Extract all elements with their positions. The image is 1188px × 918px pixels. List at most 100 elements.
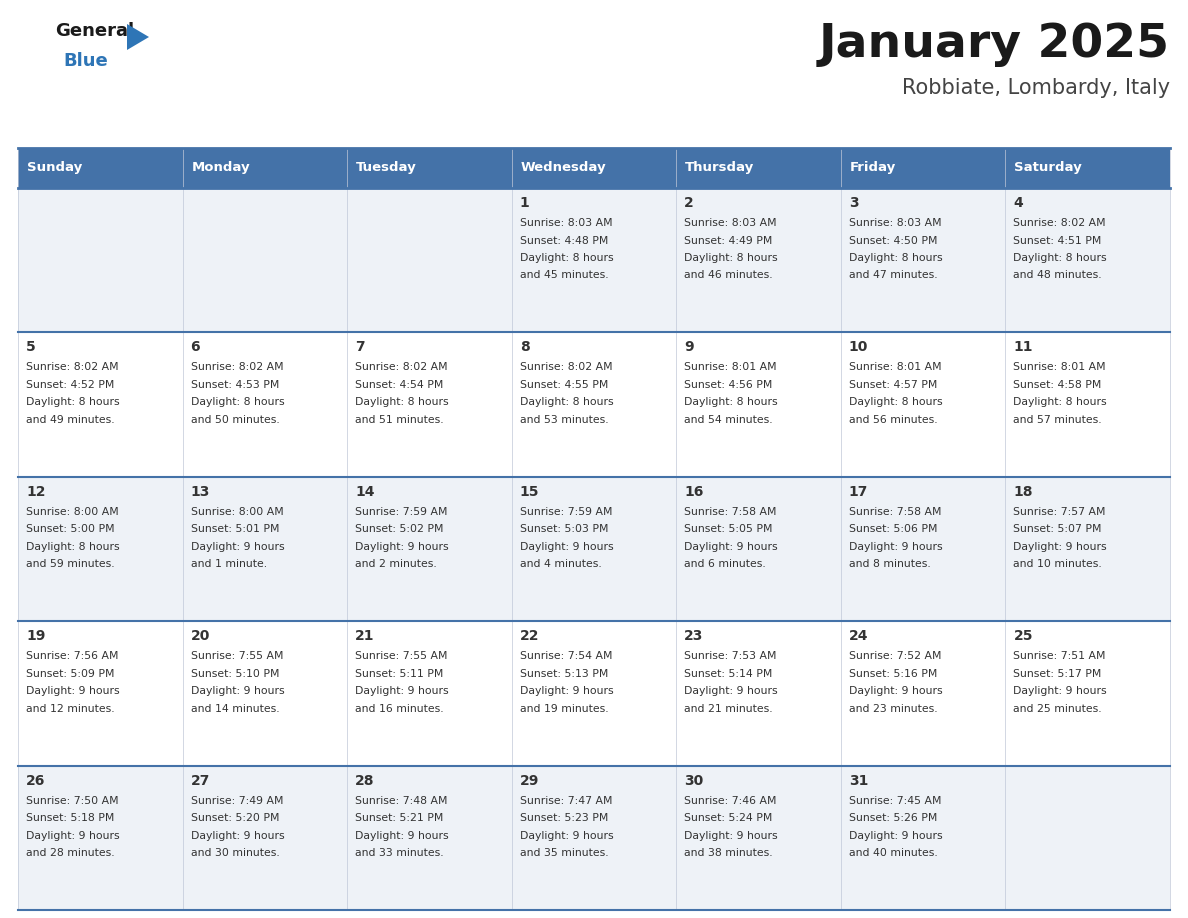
Text: 21: 21 [355, 629, 374, 644]
Bar [1005, 148, 1170, 188]
Text: Sunset: 5:06 PM: Sunset: 5:06 PM [849, 524, 937, 534]
Text: Sunset: 4:53 PM: Sunset: 4:53 PM [190, 380, 279, 390]
Text: and 35 minutes.: and 35 minutes. [519, 848, 608, 858]
Text: and 59 minutes.: and 59 minutes. [26, 559, 114, 569]
Text: Sunset: 4:48 PM: Sunset: 4:48 PM [519, 236, 608, 245]
Text: and 40 minutes.: and 40 minutes. [849, 848, 937, 858]
Text: and 25 minutes.: and 25 minutes. [1013, 704, 1102, 713]
Text: Sunset: 4:58 PM: Sunset: 4:58 PM [1013, 380, 1101, 390]
Text: Sunset: 5:20 PM: Sunset: 5:20 PM [190, 813, 279, 823]
Text: and 54 minutes.: and 54 minutes. [684, 415, 773, 425]
Text: and 50 minutes.: and 50 minutes. [190, 415, 279, 425]
Text: Daylight: 8 hours: Daylight: 8 hours [190, 397, 284, 408]
Text: 14: 14 [355, 485, 374, 498]
Text: 15: 15 [519, 485, 539, 498]
Text: January 2025: January 2025 [819, 22, 1170, 67]
Bar [676, 148, 841, 188]
Text: and 16 minutes.: and 16 minutes. [355, 704, 444, 713]
Bar [183, 148, 347, 188]
Text: Sunrise: 7:57 AM: Sunrise: 7:57 AM [1013, 507, 1106, 517]
Text: and 47 minutes.: and 47 minutes. [849, 271, 937, 281]
Text: Monday: Monday [191, 162, 251, 174]
Text: Sunset: 4:57 PM: Sunset: 4:57 PM [849, 380, 937, 390]
Text: Sunset: 5:07 PM: Sunset: 5:07 PM [1013, 524, 1102, 534]
Text: 25: 25 [1013, 629, 1032, 644]
Text: Sunrise: 8:03 AM: Sunrise: 8:03 AM [849, 218, 941, 228]
Text: Sunrise: 7:46 AM: Sunrise: 7:46 AM [684, 796, 777, 806]
Text: Daylight: 8 hours: Daylight: 8 hours [26, 542, 120, 552]
Text: Sunrise: 7:53 AM: Sunrise: 7:53 AM [684, 651, 777, 661]
Text: Sunrise: 8:01 AM: Sunrise: 8:01 AM [684, 363, 777, 373]
Bar [841, 148, 1005, 188]
Text: Sunset: 5:16 PM: Sunset: 5:16 PM [849, 668, 937, 678]
Text: 31: 31 [849, 774, 868, 788]
Text: Friday: Friday [849, 162, 896, 174]
Text: Sunrise: 7:47 AM: Sunrise: 7:47 AM [519, 796, 612, 806]
Text: Sunrise: 8:03 AM: Sunrise: 8:03 AM [519, 218, 612, 228]
Text: Sunrise: 8:00 AM: Sunrise: 8:00 AM [190, 507, 283, 517]
Text: and 6 minutes.: and 6 minutes. [684, 559, 766, 569]
Text: 23: 23 [684, 629, 703, 644]
Text: and 53 minutes.: and 53 minutes. [519, 415, 608, 425]
Text: Sunset: 5:02 PM: Sunset: 5:02 PM [355, 524, 443, 534]
Text: Daylight: 9 hours: Daylight: 9 hours [190, 686, 284, 696]
Polygon shape [127, 24, 148, 50]
Text: Sunset: 4:54 PM: Sunset: 4:54 PM [355, 380, 443, 390]
Text: 3: 3 [849, 196, 859, 210]
Text: Daylight: 8 hours: Daylight: 8 hours [1013, 253, 1107, 263]
Text: Sunrise: 7:59 AM: Sunrise: 7:59 AM [355, 507, 448, 517]
Text: Sunrise: 7:48 AM: Sunrise: 7:48 AM [355, 796, 448, 806]
Text: and 56 minutes.: and 56 minutes. [849, 415, 937, 425]
Text: Daylight: 8 hours: Daylight: 8 hours [355, 397, 449, 408]
Text: Daylight: 8 hours: Daylight: 8 hours [519, 253, 613, 263]
Text: and 38 minutes.: and 38 minutes. [684, 848, 773, 858]
Text: 26: 26 [26, 774, 45, 788]
Text: Sunrise: 7:59 AM: Sunrise: 7:59 AM [519, 507, 612, 517]
Text: Sunset: 5:17 PM: Sunset: 5:17 PM [1013, 668, 1101, 678]
Text: Daylight: 8 hours: Daylight: 8 hours [684, 253, 778, 263]
Text: 4: 4 [1013, 196, 1023, 210]
Text: Sunrise: 8:01 AM: Sunrise: 8:01 AM [1013, 363, 1106, 373]
Text: Daylight: 8 hours: Daylight: 8 hours [849, 253, 942, 263]
Text: Tuesday: Tuesday [356, 162, 417, 174]
Bar [18, 621, 1170, 766]
Text: 20: 20 [190, 629, 210, 644]
Text: Sunday: Sunday [27, 162, 82, 174]
Text: Sunset: 5:01 PM: Sunset: 5:01 PM [190, 524, 279, 534]
Bar [18, 148, 183, 188]
Text: and 57 minutes.: and 57 minutes. [1013, 415, 1102, 425]
Text: Sunrise: 7:51 AM: Sunrise: 7:51 AM [1013, 651, 1106, 661]
Text: 22: 22 [519, 629, 539, 644]
Text: 28: 28 [355, 774, 374, 788]
Text: Sunrise: 7:54 AM: Sunrise: 7:54 AM [519, 651, 612, 661]
Text: Sunrise: 8:01 AM: Sunrise: 8:01 AM [849, 363, 941, 373]
Text: Sunrise: 7:55 AM: Sunrise: 7:55 AM [355, 651, 448, 661]
Text: and 14 minutes.: and 14 minutes. [190, 704, 279, 713]
Text: Daylight: 9 hours: Daylight: 9 hours [519, 686, 613, 696]
Text: Sunset: 4:56 PM: Sunset: 4:56 PM [684, 380, 772, 390]
Text: Sunrise: 7:56 AM: Sunrise: 7:56 AM [26, 651, 119, 661]
Text: and 33 minutes.: and 33 minutes. [355, 848, 444, 858]
Text: Sunset: 5:05 PM: Sunset: 5:05 PM [684, 524, 772, 534]
Text: Sunset: 5:23 PM: Sunset: 5:23 PM [519, 813, 608, 823]
Text: Sunset: 4:51 PM: Sunset: 4:51 PM [1013, 236, 1101, 245]
Text: and 23 minutes.: and 23 minutes. [849, 704, 937, 713]
Text: 6: 6 [190, 341, 201, 354]
Text: 10: 10 [849, 341, 868, 354]
Text: Daylight: 8 hours: Daylight: 8 hours [684, 397, 778, 408]
Text: Sunset: 5:03 PM: Sunset: 5:03 PM [519, 524, 608, 534]
Text: and 10 minutes.: and 10 minutes. [1013, 559, 1102, 569]
Text: Sunrise: 7:49 AM: Sunrise: 7:49 AM [190, 796, 283, 806]
Text: 5: 5 [26, 341, 36, 354]
Text: Sunset: 4:52 PM: Sunset: 4:52 PM [26, 380, 114, 390]
Text: Sunrise: 8:02 AM: Sunrise: 8:02 AM [1013, 218, 1106, 228]
Text: 11: 11 [1013, 341, 1032, 354]
Text: Daylight: 8 hours: Daylight: 8 hours [26, 397, 120, 408]
Text: 19: 19 [26, 629, 45, 644]
Text: Sunset: 5:14 PM: Sunset: 5:14 PM [684, 668, 772, 678]
Text: Sunset: 5:11 PM: Sunset: 5:11 PM [355, 668, 443, 678]
Bar [18, 188, 1170, 332]
Text: 30: 30 [684, 774, 703, 788]
Text: 8: 8 [519, 341, 530, 354]
Text: Daylight: 9 hours: Daylight: 9 hours [355, 686, 449, 696]
